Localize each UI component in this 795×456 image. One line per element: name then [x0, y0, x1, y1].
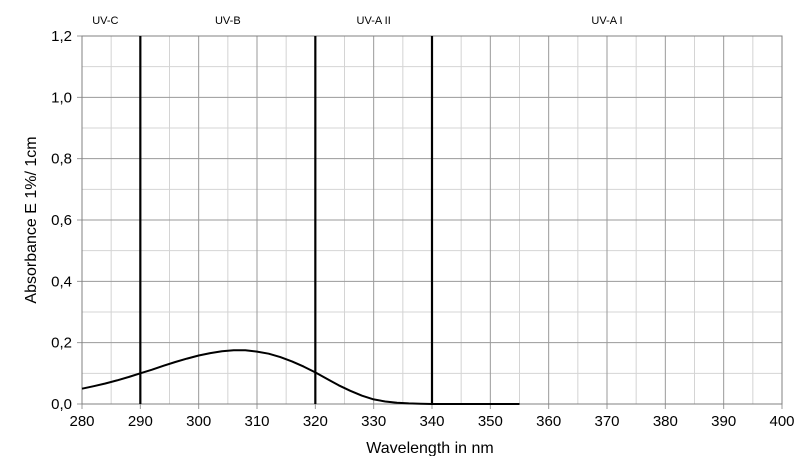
major-gridlines [77, 35, 783, 409]
x-tick-label: 400 [769, 413, 794, 430]
series-group [81, 349, 520, 405]
x-tick-label: 350 [478, 413, 503, 430]
band-label: UV-A II [357, 15, 391, 27]
x-tick-label: 320 [303, 413, 328, 430]
x-tick-label: 380 [653, 413, 678, 430]
y-tick-label: 1,0 [51, 89, 72, 106]
x-axis-title: Wavelength in nm [366, 440, 493, 456]
x-tick-label: 330 [361, 413, 386, 430]
y-tick-label: 0,6 [51, 212, 72, 229]
x-tick-label: 370 [594, 413, 619, 430]
x-tick-label: 280 [69, 413, 94, 430]
y-tick-labels: 0,0 0,2 0,4 0,6 0,8 1,0 1,2 [51, 28, 72, 413]
x-tick-label: 390 [711, 413, 736, 430]
x-tick-label: 310 [244, 413, 269, 430]
y-tick-label: 0,2 [51, 335, 72, 352]
x-tick-label: 290 [128, 413, 153, 430]
x-tick-label: 300 [186, 413, 211, 430]
x-tick-label: 340 [419, 413, 444, 430]
band-label: UV-A I [591, 15, 622, 27]
y-axis-title: Absorbance E 1%/ 1cm [23, 136, 40, 303]
y-tick-label: 1,2 [51, 28, 72, 45]
band-label: UV-B [215, 15, 241, 27]
x-tick-label: 360 [536, 413, 561, 430]
y-tick-label: 0,4 [51, 273, 72, 290]
y-tick-label: 0,8 [51, 151, 72, 168]
x-tick-labels: 280 290 300 310 320 330 340 350 360 370 380 390 400 [69, 413, 794, 430]
band-boundaries [139, 36, 434, 404]
band-labels: UV-C UV-B UV-A II UV-A I [92, 15, 622, 27]
absorbance-line [81, 349, 520, 405]
band-label: UV-C [92, 15, 118, 27]
y-tick-label: 0,0 [51, 396, 72, 413]
